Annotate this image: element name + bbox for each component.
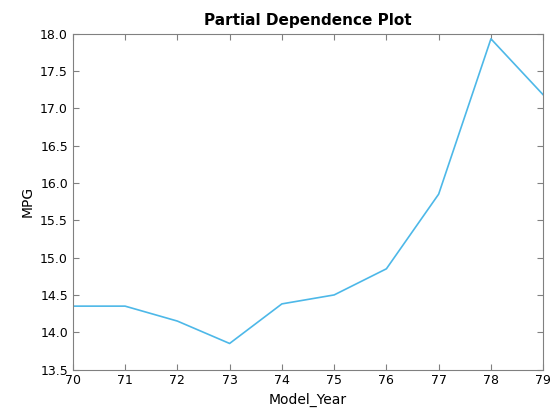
Title: Partial Dependence Plot: Partial Dependence Plot bbox=[204, 13, 412, 28]
Y-axis label: MPG: MPG bbox=[21, 186, 35, 217]
X-axis label: Model_Year: Model_Year bbox=[269, 393, 347, 407]
